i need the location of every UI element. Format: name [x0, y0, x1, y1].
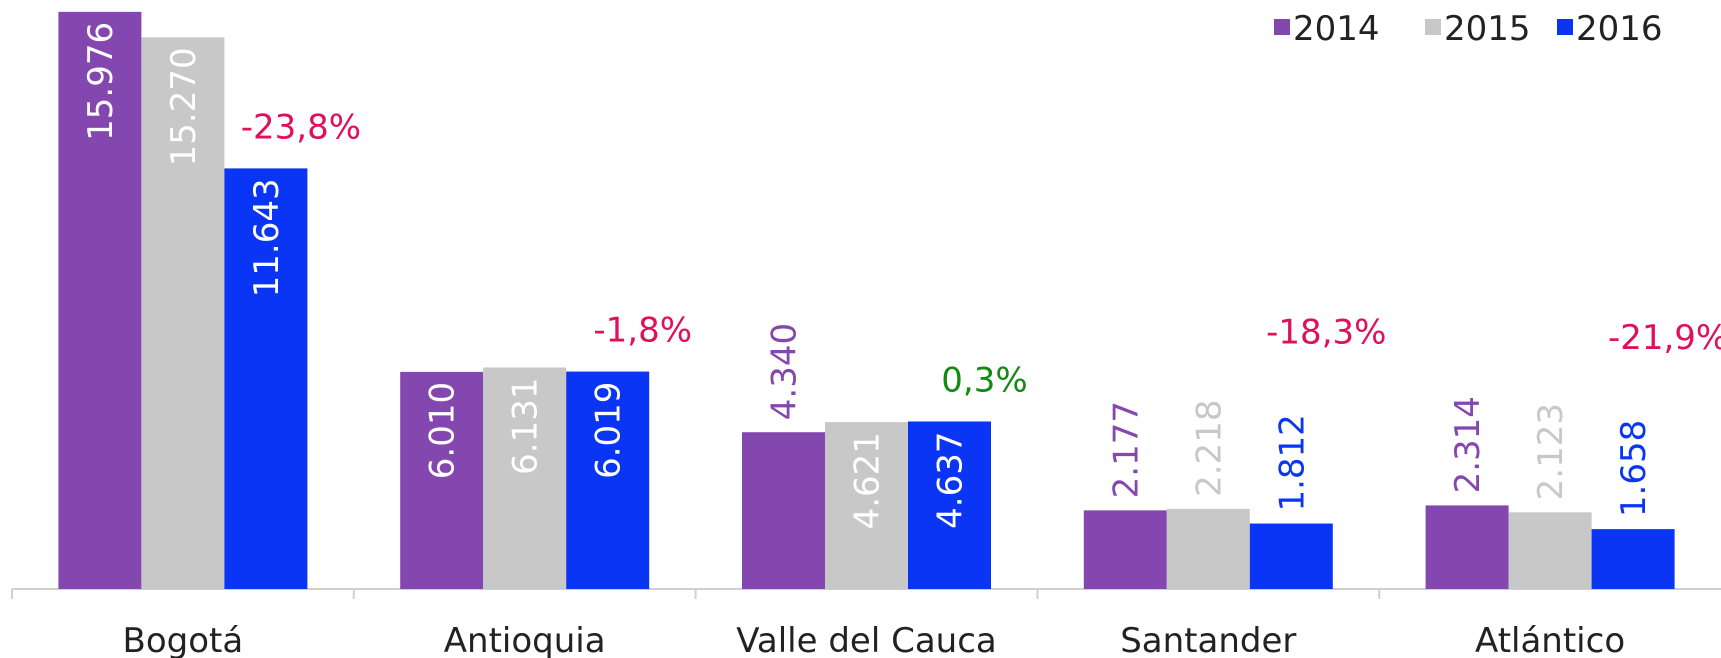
value-label: 11.643 [247, 178, 287, 297]
x-tick-label: Santander [1120, 621, 1296, 658]
annotation: 0,3% [941, 360, 1027, 400]
annotation: -23,8% [241, 107, 361, 147]
value-label: 2.123 [1531, 403, 1571, 500]
bar [1166, 508, 1250, 589]
bar [908, 421, 991, 589]
annotation: -1,8% [593, 311, 692, 351]
bar [1508, 512, 1592, 589]
legend-swatch [1425, 19, 1441, 35]
legend-swatch [1274, 19, 1290, 35]
value-label: 15.270 [164, 47, 204, 166]
bar [58, 11, 142, 589]
value-label: 1.658 [1614, 420, 1654, 517]
x-tick-label: Antioquia [444, 621, 606, 658]
bar [400, 371, 484, 589]
value-label: 6.019 [589, 382, 629, 479]
annotation: -21,9% [1608, 318, 1721, 358]
value-label: 15.976 [81, 22, 121, 141]
value-label: 4.340 [765, 323, 805, 420]
bar [1591, 529, 1675, 589]
bar [141, 37, 225, 589]
value-label: 6.010 [423, 382, 463, 479]
bar [825, 422, 908, 589]
legend-swatch [1557, 19, 1573, 35]
bar [566, 371, 650, 589]
legend-label: 2016 [1576, 9, 1663, 49]
value-label: 2.314 [1448, 396, 1488, 493]
x-tick-label: Atlántico [1475, 621, 1625, 658]
value-label: 6.131 [506, 378, 546, 475]
legend-label: 2014 [1293, 9, 1380, 49]
bar [483, 367, 567, 589]
bar [224, 168, 308, 590]
value-label: 2.177 [1106, 401, 1146, 498]
annotation: -18,3% [1266, 313, 1386, 353]
value-label: 2.218 [1189, 400, 1229, 497]
bar [1083, 510, 1167, 589]
bar [742, 432, 825, 589]
value-label: 4.621 [848, 432, 888, 529]
value-label: 4.637 [931, 431, 971, 528]
bar [1425, 505, 1509, 589]
x-tick-label: Valle del Cauca [736, 621, 996, 658]
legend-label: 2015 [1444, 9, 1531, 49]
value-label: 1.812 [1272, 414, 1312, 511]
x-tick-label: Bogotá [123, 621, 244, 658]
bar [1249, 523, 1333, 589]
